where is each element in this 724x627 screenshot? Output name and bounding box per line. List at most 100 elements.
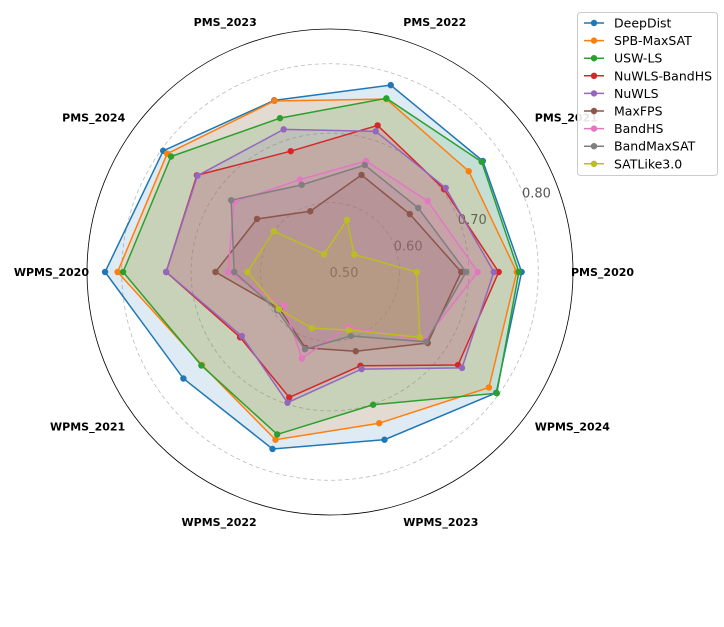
data-point	[406, 210, 413, 218]
data-point	[495, 268, 502, 276]
rtick-label: 0.70	[458, 213, 487, 228]
series-fill	[117, 99, 517, 440]
series-fill	[227, 161, 478, 359]
data-point	[474, 268, 482, 276]
legend-entry: BandMaxSAT	[614, 139, 696, 154]
data-point	[212, 268, 219, 276]
data-point	[180, 375, 187, 382]
series-fill	[231, 165, 467, 350]
data-point	[347, 332, 355, 340]
data-point	[307, 208, 314, 215]
data-point	[485, 384, 493, 391]
series-fill	[123, 98, 519, 435]
data-point	[358, 171, 365, 179]
data-point	[270, 227, 278, 235]
data-point	[253, 215, 261, 223]
data-point	[422, 338, 430, 345]
data-point	[374, 122, 381, 129]
axis-label: WPMS_2023	[403, 516, 478, 529]
data-point	[372, 128, 379, 135]
data-point	[119, 268, 127, 276]
axis-label: PMS_2022	[403, 16, 466, 29]
axis-label: PMS_2023	[194, 16, 257, 29]
data-point	[478, 158, 485, 166]
legend-entry: BandHS	[614, 121, 663, 136]
data-point	[458, 268, 465, 276]
data-point	[308, 324, 315, 332]
data-point	[345, 326, 353, 334]
legend-marker	[590, 107, 598, 115]
legend-entry: MaxFPS	[614, 104, 663, 119]
data-point	[381, 436, 388, 443]
axis-label: PMS_2024	[62, 111, 125, 124]
legend-box	[577, 12, 718, 176]
data-point	[387, 81, 394, 89]
data-point	[114, 268, 121, 276]
data-point	[298, 355, 306, 362]
legend-marker	[590, 160, 598, 167]
data-point	[493, 390, 501, 397]
legend-marker	[590, 72, 598, 80]
legend-entry: SPB-MaxSAT	[614, 33, 692, 48]
rtick-label: 0.60	[394, 239, 423, 254]
axis-label: WPMS_2024	[535, 421, 611, 434]
data-point	[383, 95, 390, 102]
data-point	[194, 172, 201, 179]
data-point	[369, 401, 377, 408]
data-point	[458, 364, 466, 372]
data-point	[272, 436, 279, 443]
data-point	[269, 445, 276, 453]
series-fill	[105, 85, 522, 449]
data-point	[490, 268, 498, 276]
data-point	[162, 268, 170, 276]
data-point	[361, 161, 368, 169]
data-point	[296, 176, 304, 183]
legend-entry: NuWLS-BandHS	[614, 68, 712, 83]
data-point	[352, 348, 359, 355]
legend-marker	[590, 90, 598, 97]
data-point	[287, 147, 294, 155]
data-point	[101, 268, 109, 276]
data-point	[465, 168, 472, 175]
axis-label: WPMS_2020	[14, 266, 90, 279]
legend-marker	[590, 19, 598, 27]
data-point	[274, 431, 281, 438]
data-point	[462, 268, 470, 276]
outer-circle	[86, 28, 574, 516]
rtick-label: 0.50	[330, 266, 359, 281]
data-point	[227, 196, 235, 204]
data-point	[167, 153, 175, 160]
data-point	[224, 268, 232, 276]
data-point	[271, 97, 278, 105]
data-point	[230, 268, 238, 276]
legend-marker	[590, 55, 598, 62]
series-fill	[247, 219, 420, 338]
axis-labels: PMS_2020PMS_2021PMS_2022PMS_2023PMS_2024…	[14, 16, 635, 529]
data-point	[321, 250, 328, 258]
legend-entry: SATLike3.0	[614, 156, 682, 171]
legend: DeepDist SPB-MaxSAT USW-LS NuWLS-BandHS NuWL…	[577, 12, 718, 176]
data-point	[238, 332, 246, 340]
axis-label: WPMS_2021	[50, 421, 125, 434]
data-point	[343, 216, 351, 224]
data-point	[198, 362, 205, 369]
axis-label: WPMS_2022	[182, 516, 257, 529]
data-point	[280, 126, 287, 133]
data-point	[280, 302, 288, 309]
data-point	[350, 251, 358, 258]
data-point	[301, 346, 309, 353]
legend-entry: NuWLS	[614, 86, 659, 101]
legend-marker	[590, 143, 598, 150]
data-point	[424, 197, 431, 205]
data-point	[286, 394, 293, 401]
data-point	[298, 181, 305, 189]
data-point	[515, 268, 523, 276]
rtick-label: 0.80	[522, 186, 551, 201]
legend-entry: DeepDist	[614, 16, 672, 31]
data-point	[284, 399, 291, 406]
data-point	[375, 420, 383, 427]
data-point	[276, 114, 284, 122]
data-point	[414, 204, 422, 212]
data-point	[358, 365, 365, 373]
